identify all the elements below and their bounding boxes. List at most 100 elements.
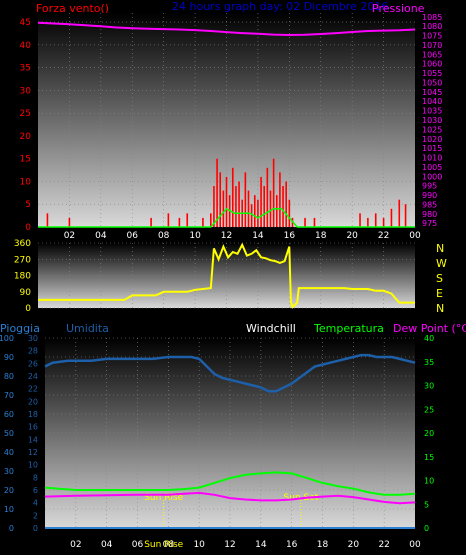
wind-bar (367, 217, 369, 227)
time-tick-label: 12 (221, 231, 232, 241)
gust-baseline-line (38, 207, 415, 228)
climate-panel: Pioggia Umidita Windchill Temperatura De… (0, 322, 466, 550)
rain-tick-label: 90 (4, 353, 14, 362)
time-tick-label: 04 (101, 540, 113, 550)
direction-tick-label: 180 (14, 272, 31, 282)
time-tick-label: 14 (252, 231, 264, 241)
compass-letter: E (436, 287, 443, 300)
temperature-tick-label: 15 (424, 453, 434, 462)
wind-bar (266, 167, 269, 227)
compass-letter: N (436, 242, 444, 255)
wind-bar (225, 176, 228, 227)
wind-bar (219, 172, 222, 227)
wind-panel: Forza vento() 24 hours graph day: 02 Dic… (20, 0, 443, 241)
temperature-tick-label: 40 (424, 334, 434, 343)
windchill-label: Windchill (246, 322, 296, 335)
humidity-tick-label: 18 (28, 410, 38, 419)
pressure-tick-label: 985 (422, 200, 437, 209)
wind-bar (288, 199, 291, 227)
rain-label: Pioggia (0, 322, 40, 335)
humidity-tick-label: 10 (28, 461, 38, 470)
time-tick-label: 18 (315, 231, 327, 241)
time-tick-label: 10 (189, 231, 201, 241)
wind-bar (382, 217, 385, 227)
time-tick-label: 08 (158, 231, 170, 241)
pressure-tick-label: 1065 (422, 50, 442, 59)
temperature-label: Temperatura (313, 322, 384, 335)
pressure-tick-label: 1060 (422, 60, 442, 69)
direction-tick-label: 360 (14, 239, 31, 249)
wind-bar (304, 217, 306, 227)
time-tick-label: 12 (224, 540, 235, 550)
pressure-tick-label: 1050 (422, 78, 442, 87)
humidity-tick-label: 26 (28, 359, 38, 368)
humidity-tick-label: 0 (33, 524, 38, 533)
temperature-tick-label: 10 (424, 477, 434, 486)
wind-bar (231, 167, 234, 227)
time-tick-label: 16 (284, 231, 296, 241)
wind-bar (272, 158, 275, 227)
pressure-tick-label: 990 (422, 191, 437, 200)
wind-bar (213, 186, 215, 227)
wind-bar (178, 217, 181, 227)
time-tick-label: 16 (286, 540, 298, 550)
wind-direction-line (38, 242, 415, 309)
wind-bar (244, 172, 247, 227)
wind-tick-label: 35 (20, 64, 31, 74)
humidity-tick-label: 28 (28, 347, 38, 356)
rain-tick-label: 100 (0, 334, 14, 343)
wind-bar (250, 204, 253, 227)
time-tick-label: 22 (378, 540, 389, 550)
rain-axis: 0 10 20 30 40 50 60 70 80 90 100 (0, 334, 14, 533)
rain-tick-label: 10 (4, 505, 14, 514)
wind-bar (216, 158, 218, 227)
direction-left-axis: 0 90 180 270 360 (14, 239, 31, 314)
pressure-tick-label: 980 (422, 210, 437, 219)
humidity-tick-label: 24 (28, 372, 38, 381)
humidity-tick-label: 4 (33, 499, 38, 508)
pressure-tick-label: 1030 (422, 116, 442, 125)
time-tick-label: 02 (64, 231, 75, 241)
humidity-tick-label: 12 (28, 448, 38, 457)
wind-tick-label: 5 (25, 200, 31, 210)
pressure-tick-label: 1020 (422, 135, 442, 144)
wind-bar (398, 199, 401, 227)
humidity-tick-label: 6 (33, 486, 38, 495)
time-tick-label: 14 (255, 540, 267, 550)
pressure-tick-label: 1075 (422, 32, 442, 41)
rain-tick-label: 40 (4, 448, 14, 457)
wind-bars (46, 158, 407, 227)
sunrise-axis-label: Sun Rise (144, 540, 183, 550)
time-tick-label: 04 (95, 231, 107, 241)
wind-force-label: Forza vento() (36, 2, 109, 15)
temperature-tick-label: 30 (424, 382, 434, 391)
wind-tick-label: 25 (20, 109, 31, 119)
wind-tick-label: 20 (20, 132, 32, 142)
wind-bar (282, 186, 284, 227)
humidity-tick-label: 30 (28, 334, 38, 343)
pressure-tick-label: 995 (422, 182, 437, 191)
wind-bar (202, 217, 204, 227)
wind-tick-label: 15 (20, 155, 31, 165)
wind-bar (313, 217, 316, 227)
pressure-tick-label: 1070 (422, 41, 442, 50)
temperature-tick-label: 35 (424, 358, 434, 367)
wind-left-axis: 0 5 10 15 20 25 30 35 40 45 (20, 18, 32, 233)
pressure-tick-label: 1025 (422, 125, 442, 134)
compass-letter: W (436, 257, 447, 270)
direction-grid (38, 242, 415, 309)
wind-tick-label: 0 (25, 223, 31, 233)
wind-bar (167, 213, 170, 227)
wind-bar (359, 213, 361, 227)
time-tick-label: 20 (348, 540, 360, 550)
time-tick-label: 02 (70, 540, 81, 550)
wind-bar (46, 213, 49, 227)
wind-bar (257, 199, 259, 227)
wind-tick-label: 10 (20, 177, 32, 187)
time-tick-label: 00 (409, 231, 421, 241)
wind-bar (235, 186, 237, 227)
